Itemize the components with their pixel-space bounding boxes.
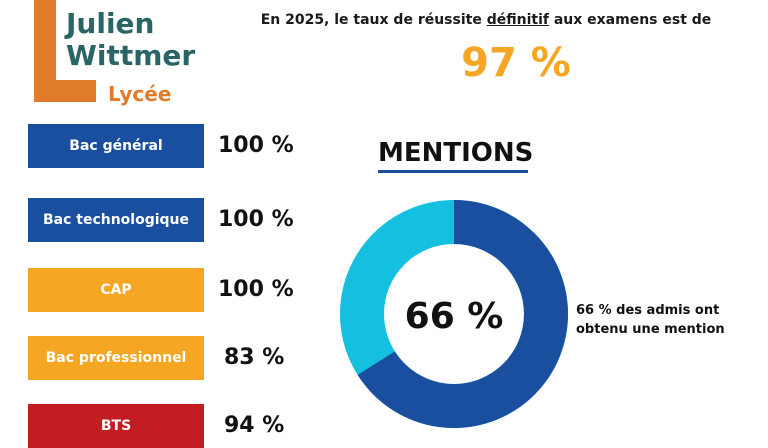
- exam-row-bac-general: Bac général 100 %: [28, 124, 318, 168]
- headline: En 2025, le taux de réussite définitif a…: [236, 12, 736, 28]
- exam-row-cap: CAP 100 %: [28, 268, 318, 312]
- exam-row-bts: BTS 94 %: [28, 404, 318, 448]
- exam-label: Bac technologique: [28, 198, 204, 242]
- donut-mention-ring: [340, 200, 568, 428]
- logo-l-bar-horizontal: [34, 80, 96, 102]
- exam-label: BTS: [28, 404, 204, 448]
- exam-row-bac-professionnel: Bac professionnel 83 %: [28, 336, 318, 380]
- logo-subtitle: Lycée: [108, 82, 172, 106]
- logo-l-bar-vertical: [34, 0, 56, 102]
- exam-value: 83 %: [224, 345, 285, 370]
- mentions-title: MENTIONS: [378, 138, 533, 173]
- donut-note: 66 % des admis ont obtenu une mention: [576, 303, 725, 337]
- exam-row-bac-technologique: Bac technologique 100 %: [28, 198, 318, 242]
- exam-value: 100 %: [218, 277, 294, 302]
- mentions-donut-chart: [340, 200, 568, 428]
- logo-name-last: Wittmer: [66, 39, 196, 72]
- exam-value: 100 %: [218, 133, 294, 158]
- donut-percent-label: 66 %: [404, 296, 504, 337]
- headline-underlined: définitif: [486, 12, 549, 28]
- lycee-logo: Julien Wittmer Lycée: [0, 0, 220, 110]
- exam-value: 100 %: [218, 207, 294, 232]
- success-rate: 97 %: [461, 40, 571, 86]
- exam-label: CAP: [28, 268, 204, 312]
- exam-label: Bac professionnel: [28, 336, 204, 380]
- exam-value: 94 %: [224, 413, 285, 438]
- headline-after: aux examens est de: [548, 12, 712, 28]
- exam-label: Bac général: [28, 124, 204, 168]
- headline-before: En 2025, le taux de réussite: [260, 12, 487, 28]
- logo-name-first: Julien: [66, 7, 155, 40]
